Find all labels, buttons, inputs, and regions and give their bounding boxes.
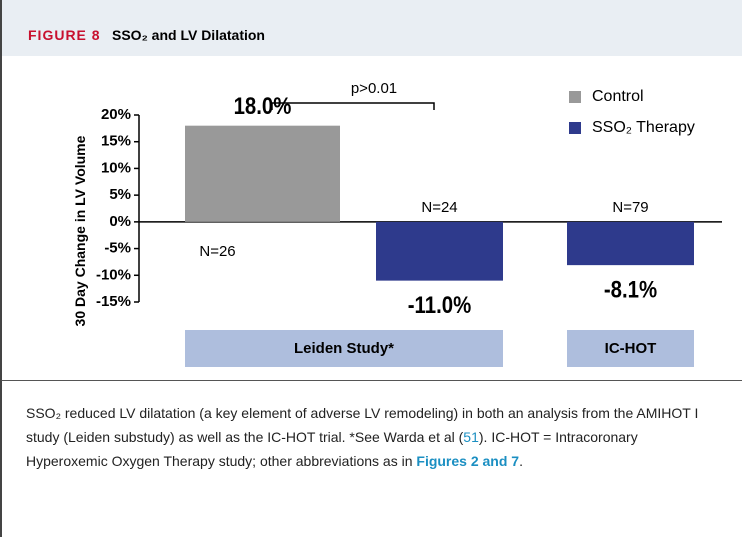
figure-title: SSO₂ and LV Dilatation [112, 27, 265, 43]
category-box [567, 330, 694, 367]
caption-link[interactable]: Figures 2 and 7 [416, 453, 520, 469]
significance-bracket [271, 102, 435, 110]
n-label: N=24 [421, 199, 457, 216]
value-label: -8.1% [604, 276, 657, 303]
legend-label: SSO₂ Therapy [592, 119, 695, 136]
legend-swatch [569, 91, 581, 103]
y-tick-label: 5% [109, 186, 131, 203]
y-tick-label: 0% [109, 213, 131, 230]
annotation: p>0.01 [351, 80, 397, 97]
chart: -15% -10% -5% 0% 5% 10% 15% 20% Leiden Study* IC-… [0, 56, 722, 380]
y-tick-label: 15% [101, 133, 131, 150]
x-tick-label: Leiden Study* [294, 340, 394, 357]
bar [185, 125, 340, 222]
y-tick-label: -5% [104, 240, 131, 257]
bar [376, 221, 503, 281]
figure-header: FIGURE 8 SSO₂ and LV Dilatation [0, 0, 742, 56]
caption-link[interactable]: 51 [463, 429, 479, 445]
value-label: 18.0% [234, 92, 292, 119]
n-label: N=26 [199, 243, 235, 260]
bar [567, 221, 694, 266]
legend-label: Control [592, 88, 644, 105]
y-tick-label: -15% [96, 293, 131, 310]
n-label: N=79 [612, 199, 648, 216]
caption-text: . [519, 453, 523, 469]
x-tick-label: IC-HOT [605, 340, 657, 357]
legend-swatch [569, 122, 581, 134]
caption-text: ). IC-HOT = Intracoronary Hyperoxemic Ox… [26, 429, 638, 469]
y-tick-label: -10% [96, 266, 131, 283]
y-tick-label: 20% [101, 106, 131, 123]
category-box [185, 330, 503, 367]
figure-label: FIGURE 8 [28, 27, 101, 43]
y-axis-title: 30 Day Change in LV Volume [72, 135, 88, 327]
caption: SSO₂ reduced LV dilatation (a key elemen… [0, 380, 742, 537]
y-tick-label: 10% [101, 159, 131, 176]
caption-text: SSO₂ reduced LV dilatation (a key elemen… [26, 405, 699, 445]
value-label: -11.0% [408, 291, 472, 318]
